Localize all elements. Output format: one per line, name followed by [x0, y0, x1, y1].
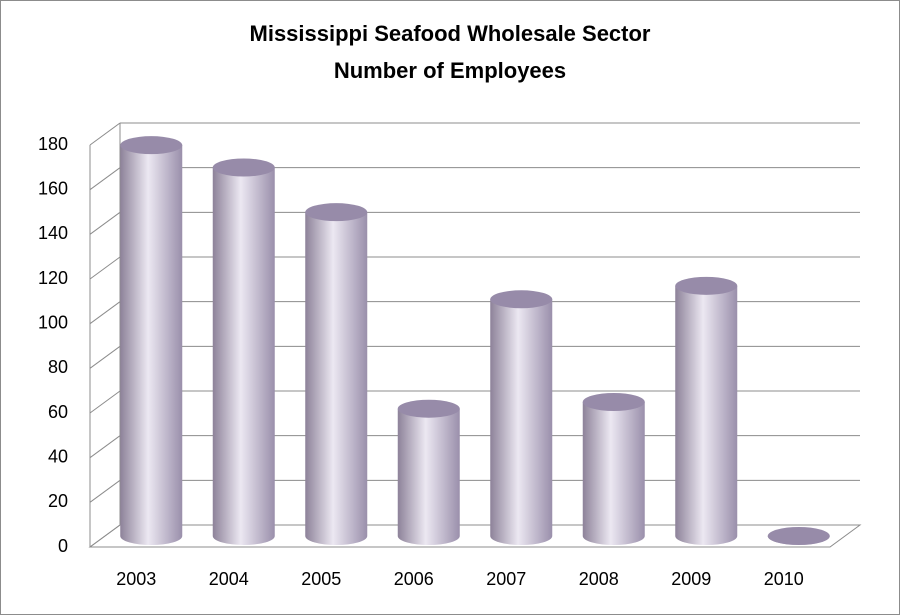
chart-title: Mississippi Seafood Wholesale Sector	[250, 21, 651, 46]
grid-line-side	[89, 122, 121, 146]
y-tick-label: 80	[48, 357, 68, 377]
bar	[582, 402, 645, 545]
bar-top	[120, 136, 183, 155]
grid-line-side	[89, 301, 121, 325]
grid-line-side	[89, 435, 121, 459]
y-tick-label: 40	[48, 446, 68, 466]
y-tick-label: 120	[38, 268, 68, 288]
y-tick-label: 20	[48, 491, 68, 511]
x-tick-label: 2008	[579, 569, 619, 589]
bar	[490, 299, 553, 545]
y-tick-label: 0	[58, 536, 68, 556]
bar	[305, 212, 368, 545]
chart-title: Number of Employees	[334, 58, 566, 83]
bar	[120, 145, 183, 545]
x-tick-label: 2004	[209, 569, 249, 589]
y-tick-label: 60	[48, 402, 68, 422]
x-tick-label: 2005	[301, 569, 341, 589]
grid-line-side	[89, 167, 121, 191]
y-tick-label: 100	[38, 312, 68, 332]
x-tick-label: 2006	[394, 569, 434, 589]
bar-top	[212, 158, 275, 177]
y-tick-label: 160	[38, 178, 68, 198]
grid-line-side	[89, 524, 121, 548]
x-tick-label: 2010	[764, 569, 804, 589]
grid-line-side	[89, 390, 121, 414]
grid-line-side	[89, 345, 121, 369]
bar-top	[490, 290, 553, 309]
grid-line-side	[89, 256, 121, 280]
bar-top	[675, 276, 738, 295]
bar	[212, 167, 275, 545]
x-tick-label: 2007	[486, 569, 526, 589]
bar-top	[582, 393, 645, 411]
bar-top	[305, 203, 368, 222]
floor	[88, 524, 862, 548]
y-tick-label: 140	[38, 223, 68, 243]
bar	[675, 285, 738, 545]
bar	[397, 408, 460, 545]
bar-top	[397, 399, 460, 418]
y-tick-label: 180	[38, 134, 68, 154]
x-tick-label: 2009	[671, 569, 711, 589]
grid-line-side	[89, 479, 121, 503]
x-tick-label: 2003	[116, 569, 156, 589]
bar-top	[767, 527, 830, 545]
grid-line-side	[89, 211, 121, 235]
